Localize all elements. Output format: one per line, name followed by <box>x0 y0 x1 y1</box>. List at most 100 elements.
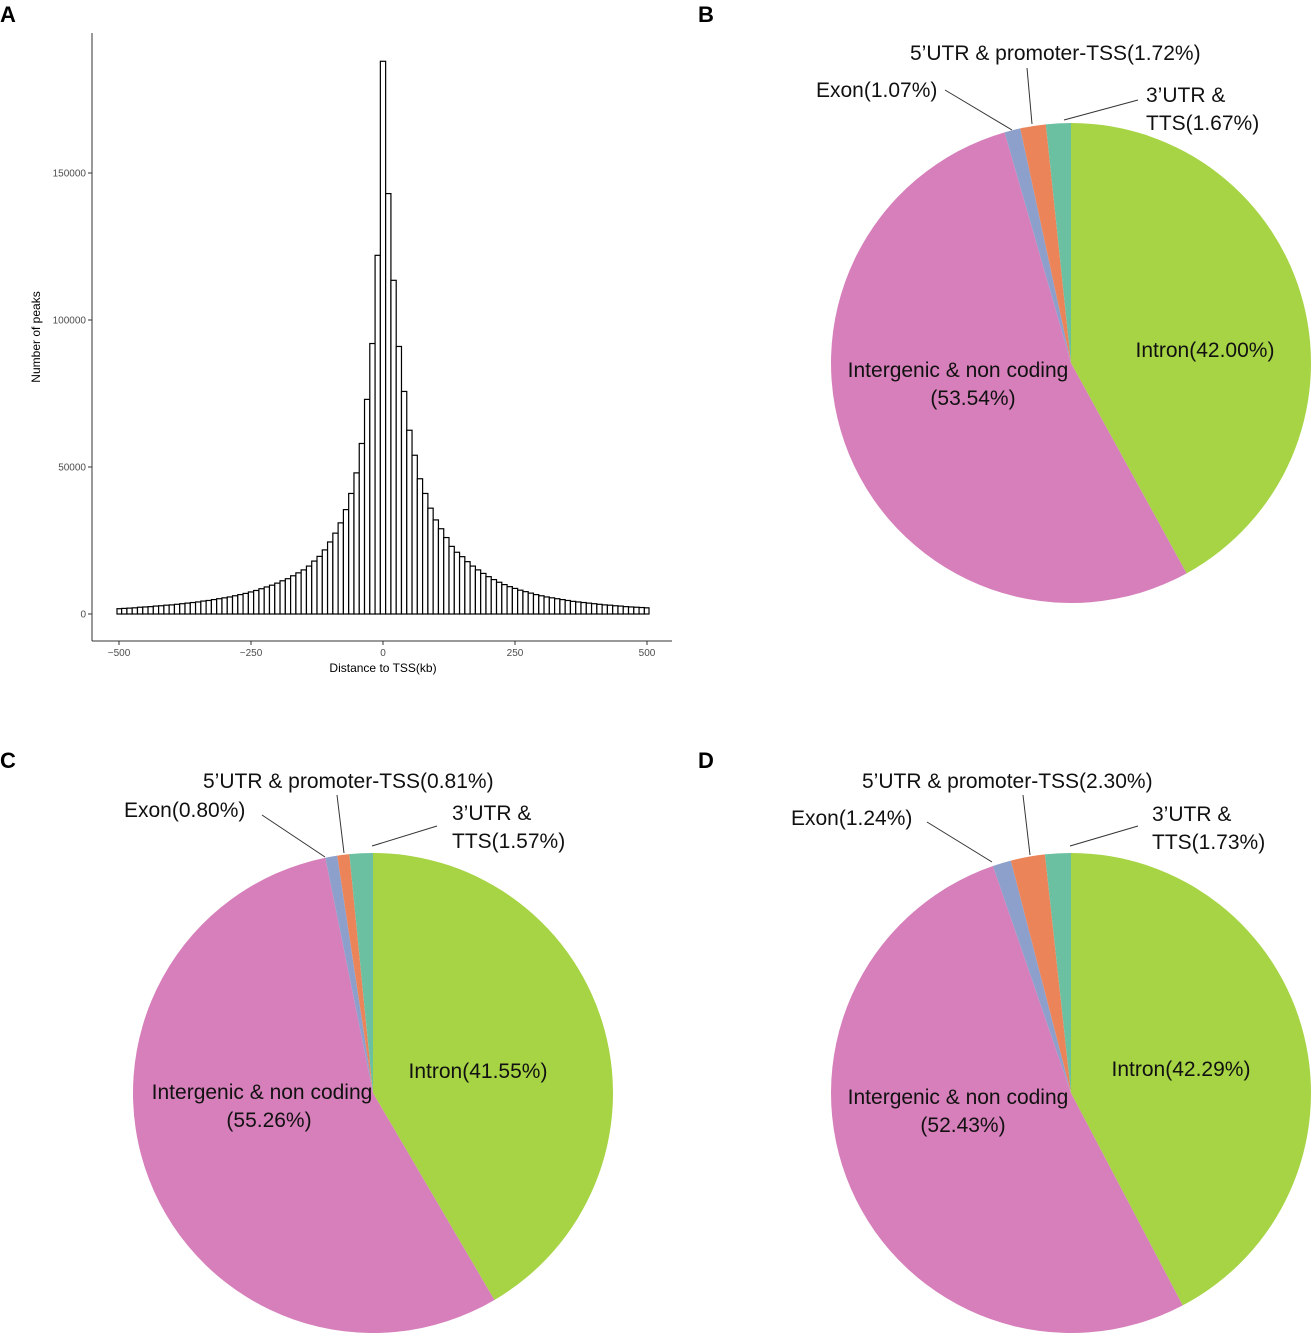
histogram-bar <box>559 598 566 615</box>
histogram-bar <box>263 586 271 615</box>
panel-label-b: B <box>698 2 714 27</box>
label-exon: Exon(1.24%) <box>791 807 912 830</box>
histogram-bar <box>390 279 397 615</box>
histogram-bar <box>358 442 366 615</box>
histogram-bar <box>210 598 218 615</box>
histogram-bar <box>511 587 519 615</box>
leader-line-exon <box>944 89 1013 131</box>
x-tick-label: 500 <box>639 648 656 659</box>
y-axis-label: Number of peaks <box>29 291 43 382</box>
histogram-bar <box>575 601 582 615</box>
label-intergenic: Intergenic & non coding <box>848 359 1069 382</box>
histogram-bar <box>490 579 498 615</box>
histogram-bar <box>237 593 244 615</box>
histogram-bar <box>231 595 239 615</box>
histogram-bar <box>258 588 265 615</box>
histogram-bar <box>453 551 461 615</box>
pie-slice-3-utr-tts <box>1045 123 1071 363</box>
histogram-bar <box>596 603 603 615</box>
label-3utr: 3’UTR & <box>1146 84 1225 107</box>
histogram-bar <box>569 600 577 615</box>
histogram-bar <box>326 541 334 615</box>
pie-slice-5-utr-promoter-tss <box>1010 854 1071 1093</box>
histogram-bar <box>385 192 392 615</box>
histogram-bar <box>189 601 197 615</box>
label-intergenic-pct: (53.54%) <box>930 387 1015 410</box>
y-tick-label: 50000 <box>58 463 86 474</box>
histogram-bar <box>311 560 318 615</box>
histogram-bar <box>633 606 640 615</box>
histogram-bar <box>495 581 503 615</box>
histogram-bar <box>179 603 186 615</box>
histogram-bar <box>564 599 572 615</box>
x-tick-label: 250 <box>507 648 524 659</box>
histogram-bar <box>284 578 292 615</box>
histogram-bar <box>506 586 513 615</box>
histogram-bar <box>221 597 228 615</box>
histogram-bar <box>321 549 329 615</box>
pie-chart-c: Intron(41.55%) Intergenic & non coding (… <box>124 770 614 1333</box>
histogram-bar <box>395 345 403 615</box>
histogram-bar <box>427 507 434 615</box>
pie-slice-exon <box>992 860 1071 1093</box>
histogram-bar <box>485 576 492 615</box>
pie-slice-intergenic-non-coding <box>132 857 495 1333</box>
histogram-bar <box>606 604 614 615</box>
leader-line-3utr <box>1063 99 1139 121</box>
histogram-bar <box>458 556 466 615</box>
histogram-bar <box>158 605 165 615</box>
histogram-bar <box>643 607 650 615</box>
histogram-bar <box>116 608 123 615</box>
histogram-bar <box>585 602 593 615</box>
pie-slice-5-utr-promoter-tss <box>337 854 373 1093</box>
label-5utr: 5’UTR & promoter-TSS(2.30%) <box>862 770 1153 793</box>
histogram-bar <box>200 600 207 615</box>
histogram-bar <box>136 606 144 615</box>
leader-line-3utr <box>371 825 438 847</box>
label-3utr: 3’UTR & <box>1152 803 1231 826</box>
histogram-bar <box>184 602 191 615</box>
histogram-bar <box>474 569 482 615</box>
panel-label-c: C <box>0 748 16 773</box>
leader-line-3utr <box>1069 825 1139 847</box>
histogram-bar <box>353 472 360 615</box>
label-intergenic: Intergenic & non coding <box>152 1081 373 1104</box>
y-tick-label: 100000 <box>53 316 87 327</box>
histogram-bar <box>601 604 608 615</box>
histogram-bar <box>163 604 170 615</box>
label-3utr-pct: TTS(1.57%) <box>452 830 565 853</box>
label-exon: Exon(1.07%) <box>816 79 937 102</box>
histogram-bar <box>268 584 276 615</box>
histogram-bar <box>316 555 323 615</box>
histogram-bar <box>300 569 308 615</box>
pie-chart-b: Intron(42.00%) Intergenic & non coding (… <box>816 42 1312 604</box>
histogram-bar <box>274 582 281 615</box>
x-tick-label: 0 <box>380 648 386 659</box>
histogram-bar <box>305 565 313 615</box>
histogram-bar <box>527 592 535 615</box>
pie-slice-intron <box>1071 123 1312 574</box>
histogram-bar <box>553 598 561 615</box>
histogram-bar <box>253 589 260 615</box>
leader-line-5utr <box>1022 794 1031 856</box>
histogram-bar <box>290 575 297 615</box>
histogram-bar <box>538 595 545 615</box>
leader-line-exon <box>261 814 326 858</box>
histogram-bar <box>411 454 418 615</box>
histogram-bar <box>126 607 133 615</box>
label-intergenic-pct: (52.43%) <box>920 1114 1005 1137</box>
histogram-bar <box>469 565 476 615</box>
histogram-bar <box>131 607 139 615</box>
label-intron: Intron(41.55%) <box>409 1060 548 1083</box>
histogram-bar <box>226 596 234 615</box>
histogram-bar <box>369 342 376 615</box>
histogram-bar <box>617 605 624 615</box>
histogram-bar <box>194 601 202 615</box>
label-3utr-pct: TTS(1.67%) <box>1146 112 1259 135</box>
x-tick-label: −500 <box>108 648 131 659</box>
label-3utr-pct: TTS(1.73%) <box>1152 831 1265 854</box>
histogram-bar <box>348 492 355 615</box>
histogram-bar <box>363 398 371 615</box>
label-5utr: 5’UTR & promoter-TSS(1.72%) <box>910 42 1201 65</box>
pie-slice-5-utr-promoter-tss <box>1020 124 1071 363</box>
